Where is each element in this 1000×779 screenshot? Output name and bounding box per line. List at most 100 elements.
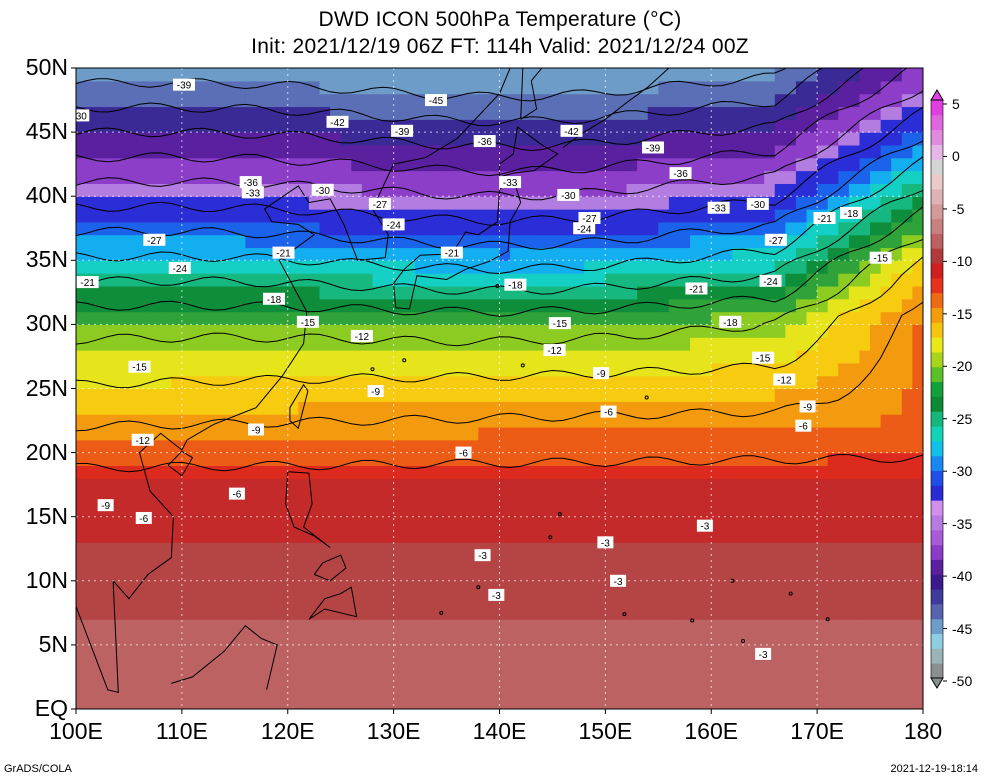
contour-label: -9 bbox=[367, 385, 384, 398]
contour-label: -15 bbox=[548, 317, 571, 330]
isotherm-line bbox=[76, 206, 923, 317]
contour-label: -12 bbox=[773, 373, 796, 387]
island bbox=[548, 535, 553, 540]
contour-label: -9 bbox=[247, 423, 264, 437]
contour-label: -9 bbox=[97, 499, 114, 512]
svg-text:-9: -9 bbox=[803, 402, 812, 413]
contour-label: -30 bbox=[746, 197, 769, 211]
isotherm-line bbox=[76, 140, 923, 250]
svg-text:-21: -21 bbox=[817, 214, 832, 225]
svg-text:-36: -36 bbox=[243, 178, 258, 189]
svg-text:-24: -24 bbox=[763, 277, 778, 288]
colorbar-segment bbox=[931, 529, 943, 546]
island bbox=[439, 610, 444, 615]
contour-label: -6 bbox=[795, 419, 812, 433]
isotherm-line bbox=[76, 453, 923, 473]
latitude-label: 45N bbox=[25, 118, 68, 145]
contour-label: -33 bbox=[241, 186, 264, 199]
island bbox=[476, 585, 481, 590]
colorbar-segment bbox=[931, 455, 943, 472]
contour-label: -6 bbox=[455, 446, 472, 460]
svg-text:-39: -39 bbox=[177, 81, 192, 92]
svg-text:-6: -6 bbox=[139, 514, 148, 525]
svg-text:-45: -45 bbox=[429, 96, 444, 107]
colorbar-segment bbox=[931, 574, 943, 590]
svg-text:-24: -24 bbox=[577, 224, 592, 235]
svg-text:-21: -21 bbox=[276, 249, 291, 260]
svg-text:-15: -15 bbox=[132, 363, 147, 374]
contour-label: -6 bbox=[135, 511, 152, 525]
colorbar-segment bbox=[931, 100, 943, 116]
svg-text:-6: -6 bbox=[232, 490, 241, 501]
svg-text:-18: -18 bbox=[508, 281, 523, 292]
contour-label: -9 bbox=[799, 400, 816, 413]
longitude-label: 180 bbox=[903, 718, 943, 744]
svg-text:-21: -21 bbox=[689, 285, 704, 296]
svg-text:-3: -3 bbox=[614, 577, 623, 588]
colorbar-segment bbox=[931, 381, 943, 397]
island bbox=[557, 512, 562, 517]
svg-text:-33: -33 bbox=[711, 204, 726, 215]
latitude-label: 25N bbox=[25, 374, 68, 401]
contour-label: -3 bbox=[488, 588, 505, 602]
colorbar-label: -40 bbox=[952, 568, 973, 585]
colorbar-segment bbox=[931, 559, 943, 575]
contour-label: -24 bbox=[759, 274, 782, 288]
contour-label: -18 bbox=[262, 292, 285, 306]
coastline bbox=[76, 68, 511, 693]
island bbox=[644, 395, 649, 400]
longitude-label: 150E bbox=[578, 718, 633, 744]
contour-label: -36 bbox=[473, 135, 496, 148]
contour-label: -24 bbox=[168, 261, 191, 275]
colorbar-segment bbox=[931, 396, 943, 412]
colorbar-bottom-arrow bbox=[930, 677, 944, 689]
svg-text:-9: -9 bbox=[597, 369, 606, 380]
contour-label: -3 bbox=[474, 549, 491, 562]
colorbar-segment bbox=[931, 174, 943, 190]
svg-text:-6: -6 bbox=[604, 408, 613, 419]
colorbar-segment bbox=[931, 233, 943, 249]
colorbar-segment bbox=[931, 203, 943, 220]
contour-label: -45 bbox=[424, 94, 447, 107]
colorbar-segment bbox=[931, 544, 943, 560]
isotherm-line bbox=[76, 301, 923, 432]
contour-label: -18 bbox=[840, 206, 863, 220]
colorbar-segment bbox=[931, 500, 943, 516]
colorbar-frame bbox=[930, 99, 944, 679]
island bbox=[622, 612, 627, 617]
svg-text:-30: -30 bbox=[315, 186, 330, 197]
contour-label: -3 bbox=[755, 647, 772, 661]
latitude-label: 10N bbox=[25, 566, 68, 593]
contour-label: 30 bbox=[76, 109, 90, 122]
isotherm-line bbox=[76, 239, 923, 347]
colorbar-segment bbox=[931, 129, 943, 145]
contour-label: -3 bbox=[696, 519, 713, 533]
longitude-label: 120E bbox=[260, 718, 315, 744]
coastline bbox=[313, 554, 347, 582]
island bbox=[690, 618, 695, 623]
svg-text:-24: -24 bbox=[173, 264, 188, 275]
island bbox=[825, 617, 830, 622]
contour-label: -9 bbox=[593, 367, 610, 380]
svg-text:-18: -18 bbox=[723, 318, 738, 329]
contour-label: -18 bbox=[504, 278, 527, 292]
map-subtitle: Init: 2021/12/19 06Z FT: 114h Valid: 202… bbox=[251, 35, 749, 58]
contour-label: -27 bbox=[143, 233, 166, 247]
temperature-field bbox=[76, 68, 923, 709]
colorbar-segment bbox=[931, 440, 943, 457]
svg-text:-12: -12 bbox=[777, 376, 792, 387]
svg-text:-9: -9 bbox=[252, 426, 261, 437]
colorbar-segment bbox=[931, 188, 943, 205]
svg-text:-33: -33 bbox=[503, 178, 518, 189]
longitude-label: 110E bbox=[155, 718, 208, 744]
svg-text:-33: -33 bbox=[246, 188, 261, 199]
colorbar-segment bbox=[931, 144, 943, 160]
coastline bbox=[669, 17, 711, 56]
contour-label: -21 bbox=[76, 276, 99, 289]
svg-text:-21: -21 bbox=[445, 249, 460, 260]
contour-label: -36 bbox=[669, 167, 692, 180]
svg-text:-18: -18 bbox=[844, 209, 859, 220]
contour-label: -30 bbox=[311, 183, 334, 197]
